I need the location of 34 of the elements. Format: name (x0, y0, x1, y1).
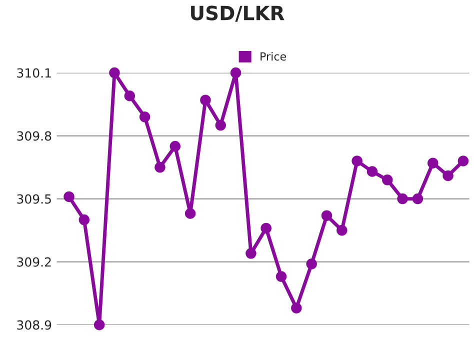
point (124, 90, 136, 102)
point (458, 156, 469, 166)
point (336, 224, 348, 236)
point (352, 156, 362, 166)
y-tick-label: 309.5 (17, 194, 51, 204)
point (276, 271, 287, 282)
y-tick-label: 308.9 (17, 320, 52, 330)
point (78, 214, 90, 226)
point (154, 162, 166, 173)
point (184, 208, 196, 219)
point (397, 193, 408, 204)
point (382, 174, 393, 186)
point (94, 319, 105, 330)
legend-label: Price (260, 52, 286, 61)
point (366, 166, 378, 177)
point (64, 191, 74, 202)
point (215, 120, 226, 131)
point (200, 94, 211, 106)
point (230, 67, 242, 78)
point (246, 248, 256, 259)
point (260, 222, 272, 234)
point (139, 112, 150, 122)
y-tick-label: 309.2 (17, 257, 51, 267)
point (321, 210, 332, 221)
point (170, 140, 181, 152)
point (291, 302, 302, 314)
point (306, 258, 317, 270)
chart-title: USD/LKR (191, 6, 284, 22)
point (412, 193, 424, 204)
point (109, 67, 120, 78)
y-tick-label: 310.1 (17, 68, 51, 78)
y-tick-label: 309.8 (17, 131, 52, 141)
point (427, 158, 438, 168)
point (442, 170, 454, 182)
